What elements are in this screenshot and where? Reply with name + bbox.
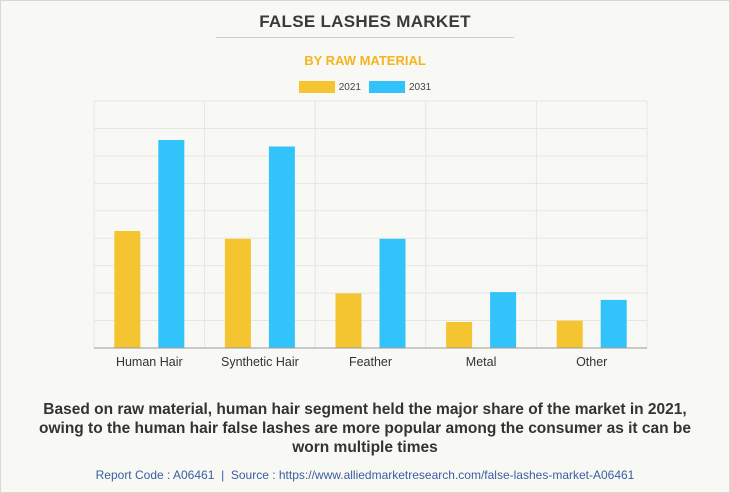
bar-2021-human-hair	[114, 231, 141, 348]
bar-2021-synthetic-hair	[224, 238, 251, 348]
chart-subtitle: BY RAW MATERIAL	[304, 53, 426, 68]
x-tick-label: Human Hair	[116, 355, 183, 369]
bar-2021-feather	[335, 293, 362, 348]
footer-separator: |	[221, 468, 225, 482]
x-tick-label: Other	[576, 355, 607, 369]
bar-2031-synthetic-hair	[268, 146, 295, 348]
legend-swatch-2021	[298, 81, 335, 93]
title-divider	[216, 37, 514, 38]
legend-label-2021: 2021	[338, 81, 361, 93]
report-code: Report Code : A06461	[95, 468, 215, 482]
source-link[interactable]: Source : https://www.alliedmarketresearc…	[230, 468, 635, 482]
legend: 2021 2031	[1, 81, 729, 93]
bar-2031-human-hair	[158, 140, 185, 348]
bar-2031-metal	[490, 292, 517, 348]
legend-swatch-2031	[369, 81, 405, 93]
chart-title: FALSE LASHES MARKET	[259, 12, 471, 31]
legend-item-2021: 2021	[298, 81, 361, 93]
bar-2021-metal	[446, 322, 473, 348]
x-tick-label: Synthetic Hair	[221, 355, 299, 369]
bar-2021-other	[556, 320, 583, 348]
legend-label-2031: 2031	[409, 81, 432, 93]
legend-item-2031: 2031	[369, 81, 431, 93]
bar-2031-feather	[379, 238, 406, 348]
footer: Report Code : A06461 | Source : https://…	[1, 468, 729, 482]
x-tick-label: Metal	[466, 355, 497, 369]
chart-caption: Based on raw material, human hair segmen…	[38, 401, 691, 456]
bar-2031-other	[600, 299, 627, 348]
x-tick-label: Feather	[349, 355, 392, 369]
